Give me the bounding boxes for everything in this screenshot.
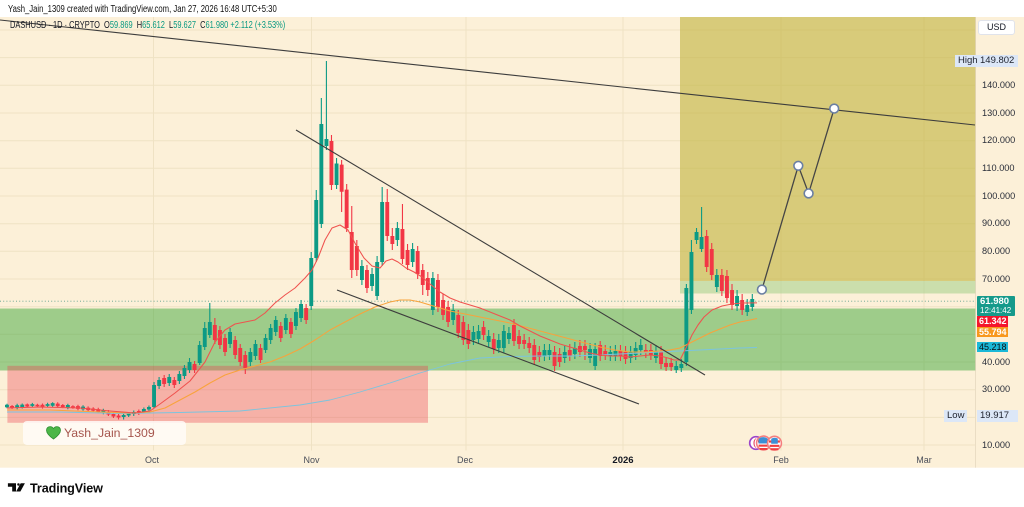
svg-text:TradingView: TradingView [30,482,103,496]
